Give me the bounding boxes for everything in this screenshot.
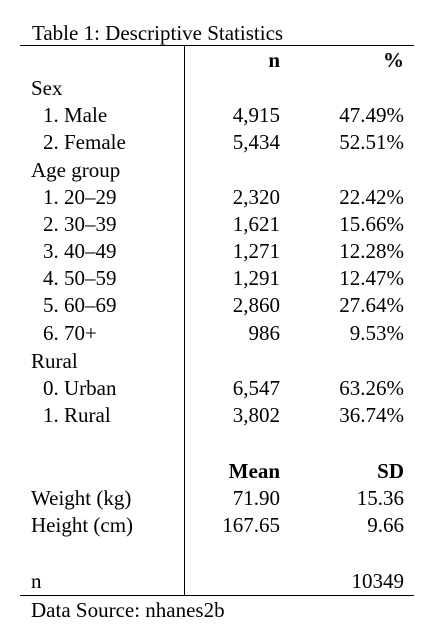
row-percent: 22.42% [339, 185, 404, 209]
section-label: Age group [31, 158, 121, 182]
section-label: Rural [31, 349, 78, 373]
row-percent: 27.64% [339, 293, 404, 317]
row-label: Weight (kg) [31, 486, 132, 510]
row-sd: 9.66 [367, 513, 404, 537]
table-row: 4. 50–59 1,291 12.47% [0, 265, 436, 292]
row-n: 1,621 [232, 212, 280, 236]
section-label: Sex [31, 76, 63, 100]
table-row: 3. 40–49 1,271 12.28% [0, 238, 436, 265]
table-row: 5. 60–69 2,860 27.64% [0, 292, 436, 319]
table-row: Weight (kg) 71.90 15.36 [0, 485, 436, 512]
table-row: 6. 70+ 986 9.53% [0, 320, 436, 347]
row-n: 1,291 [232, 266, 280, 290]
row-percent: 63.26% [339, 376, 404, 400]
row-n: 2,320 [232, 185, 280, 209]
table-row: 1. Male 4,915 47.49% [0, 102, 436, 129]
row-percent: 15.66% [339, 212, 404, 236]
row-label: 4. 50–59 [43, 266, 117, 290]
row-label: 6. 70+ [43, 321, 97, 345]
row-n: 2,860 [232, 293, 280, 317]
row-n: 4,915 [232, 103, 280, 127]
row-percent: 9.53% [349, 321, 404, 345]
total-label: n [31, 569, 42, 593]
section-heading-age-group: Age group [0, 157, 436, 184]
header-percent: % [383, 48, 404, 72]
row-n: 5,434 [232, 130, 280, 154]
row-mean: 167.65 [222, 513, 280, 537]
header-row: n % [0, 47, 436, 74]
continuous-header-row: Mean SD [0, 458, 436, 485]
total-row: n 10349 [0, 568, 436, 595]
table-row: 2. 30–39 1,621 15.66% [0, 211, 436, 238]
row-label: 2. 30–39 [43, 212, 117, 236]
bottom-rule [20, 595, 414, 596]
row-n: 1,271 [232, 239, 280, 263]
row-label: 2. Female [43, 130, 126, 154]
row-label: 1. Rural [43, 403, 111, 427]
row-sd: 15.36 [356, 486, 404, 510]
table-row: 2. Female 5,434 52.51% [0, 129, 436, 156]
row-percent: 47.49% [339, 103, 404, 127]
row-percent: 52.51% [339, 130, 404, 154]
section-heading-sex: Sex [0, 75, 436, 102]
header-mean: Mean [228, 459, 280, 483]
table-title: Table 1: Descriptive Statistics [32, 21, 284, 45]
row-label: 1. Male [43, 103, 108, 127]
row-n: 3,802 [232, 403, 280, 427]
header-sd: SD [377, 459, 404, 483]
row-label: 5. 60–69 [43, 293, 117, 317]
table-row: Height (cm) 167.65 9.66 [0, 512, 436, 539]
top-rule [20, 45, 414, 46]
row-percent: 36.74% [339, 403, 404, 427]
row-n: 986 [248, 321, 281, 345]
data-source-note: Data Source: nhanes2b [31, 598, 225, 622]
row-n: 6,547 [232, 376, 280, 400]
row-label: 0. Urban [43, 376, 117, 400]
column-divider [184, 45, 185, 595]
section-heading-rural: Rural [0, 348, 436, 375]
row-label: 1. 20–29 [43, 185, 117, 209]
header-n: n [268, 48, 280, 72]
row-percent: 12.28% [339, 239, 404, 263]
total-value: 10349 [351, 569, 405, 593]
table-row: 1. 20–29 2,320 22.42% [0, 184, 436, 211]
row-percent: 12.47% [339, 266, 404, 290]
row-mean: 71.90 [232, 486, 280, 510]
row-label: 3. 40–49 [43, 239, 117, 263]
table-row: 1. Rural 3,802 36.74% [0, 402, 436, 429]
table-row: 0. Urban 6,547 63.26% [0, 375, 436, 402]
row-label: Height (cm) [31, 513, 134, 537]
